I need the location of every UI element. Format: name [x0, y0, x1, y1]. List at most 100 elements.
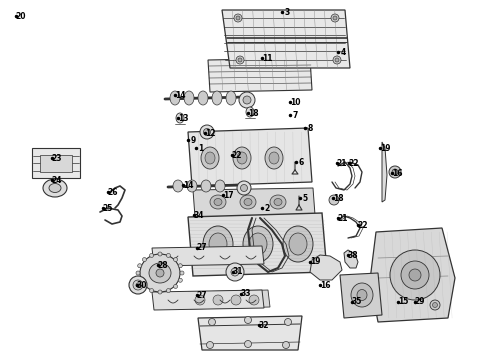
Text: 22: 22 [358, 220, 368, 230]
Ellipse shape [249, 233, 267, 255]
Ellipse shape [178, 278, 182, 282]
Text: 5: 5 [302, 194, 308, 202]
Ellipse shape [198, 91, 208, 105]
Text: 27: 27 [196, 243, 207, 252]
Ellipse shape [289, 233, 307, 255]
Text: 19: 19 [380, 144, 390, 153]
Polygon shape [222, 10, 350, 68]
Text: 16: 16 [392, 168, 402, 177]
Ellipse shape [351, 283, 373, 307]
Ellipse shape [236, 56, 244, 64]
Ellipse shape [143, 257, 147, 262]
Ellipse shape [180, 271, 184, 275]
Ellipse shape [140, 254, 180, 292]
Ellipse shape [149, 253, 153, 257]
Ellipse shape [333, 56, 341, 64]
Ellipse shape [283, 342, 290, 348]
Ellipse shape [236, 16, 240, 20]
Text: 3: 3 [284, 8, 290, 17]
Text: 33: 33 [241, 289, 251, 298]
Ellipse shape [149, 263, 171, 283]
Ellipse shape [226, 91, 236, 105]
Text: 21: 21 [337, 158, 347, 167]
Text: 35: 35 [352, 297, 362, 306]
Ellipse shape [201, 180, 211, 192]
Ellipse shape [274, 198, 282, 206]
Text: 30: 30 [137, 280, 147, 289]
Text: 27: 27 [196, 291, 207, 300]
Ellipse shape [214, 198, 222, 206]
Ellipse shape [173, 284, 177, 288]
Ellipse shape [430, 300, 440, 310]
Polygon shape [344, 250, 358, 268]
Text: 13: 13 [178, 113, 188, 122]
Text: 14: 14 [183, 180, 193, 189]
Ellipse shape [205, 152, 215, 164]
Ellipse shape [206, 342, 214, 348]
Text: 29: 29 [415, 297, 425, 306]
Ellipse shape [241, 185, 247, 192]
Text: 38: 38 [348, 251, 358, 260]
Text: 4: 4 [341, 48, 345, 57]
Ellipse shape [329, 195, 339, 205]
Ellipse shape [249, 295, 259, 305]
Text: 14: 14 [175, 90, 185, 99]
Ellipse shape [392, 169, 398, 175]
Ellipse shape [231, 268, 239, 276]
Ellipse shape [331, 14, 339, 22]
Ellipse shape [209, 319, 216, 325]
Ellipse shape [233, 147, 251, 169]
Ellipse shape [200, 125, 214, 139]
Polygon shape [40, 155, 72, 172]
Ellipse shape [433, 302, 438, 307]
Ellipse shape [203, 226, 233, 262]
Text: 17: 17 [222, 190, 233, 199]
Text: 9: 9 [191, 135, 196, 144]
Ellipse shape [246, 107, 254, 117]
Ellipse shape [269, 152, 279, 164]
Ellipse shape [245, 341, 251, 347]
Ellipse shape [226, 263, 244, 281]
Ellipse shape [149, 289, 153, 293]
Ellipse shape [176, 113, 184, 123]
Ellipse shape [187, 180, 197, 192]
Polygon shape [193, 188, 315, 217]
Polygon shape [340, 273, 382, 318]
Ellipse shape [333, 16, 337, 20]
Ellipse shape [170, 91, 180, 105]
Ellipse shape [201, 147, 219, 169]
Polygon shape [188, 290, 270, 309]
Ellipse shape [243, 96, 251, 104]
Ellipse shape [167, 253, 171, 257]
Ellipse shape [212, 91, 222, 105]
Text: 32: 32 [259, 320, 269, 329]
Ellipse shape [409, 269, 421, 281]
Ellipse shape [49, 184, 61, 193]
Text: 24: 24 [52, 176, 62, 185]
Text: 18: 18 [247, 108, 258, 117]
Text: 16: 16 [320, 280, 330, 289]
Text: 12: 12 [205, 129, 215, 138]
Text: 26: 26 [108, 188, 118, 197]
Text: 25: 25 [103, 203, 113, 212]
Ellipse shape [240, 195, 256, 209]
Text: 23: 23 [52, 153, 62, 162]
Polygon shape [188, 128, 312, 186]
Text: 28: 28 [158, 261, 168, 270]
Polygon shape [198, 316, 302, 350]
Ellipse shape [215, 180, 225, 192]
Text: 20: 20 [16, 12, 26, 21]
Ellipse shape [335, 58, 339, 62]
Ellipse shape [133, 280, 143, 290]
Ellipse shape [237, 181, 251, 195]
Text: 18: 18 [333, 194, 343, 202]
Text: 19: 19 [310, 257, 320, 266]
Text: 11: 11 [262, 54, 272, 63]
Ellipse shape [136, 283, 140, 287]
Ellipse shape [184, 91, 194, 105]
Text: 7: 7 [293, 111, 298, 120]
Ellipse shape [195, 295, 205, 305]
Ellipse shape [244, 198, 252, 206]
Text: 34: 34 [194, 211, 204, 220]
Polygon shape [188, 213, 327, 276]
